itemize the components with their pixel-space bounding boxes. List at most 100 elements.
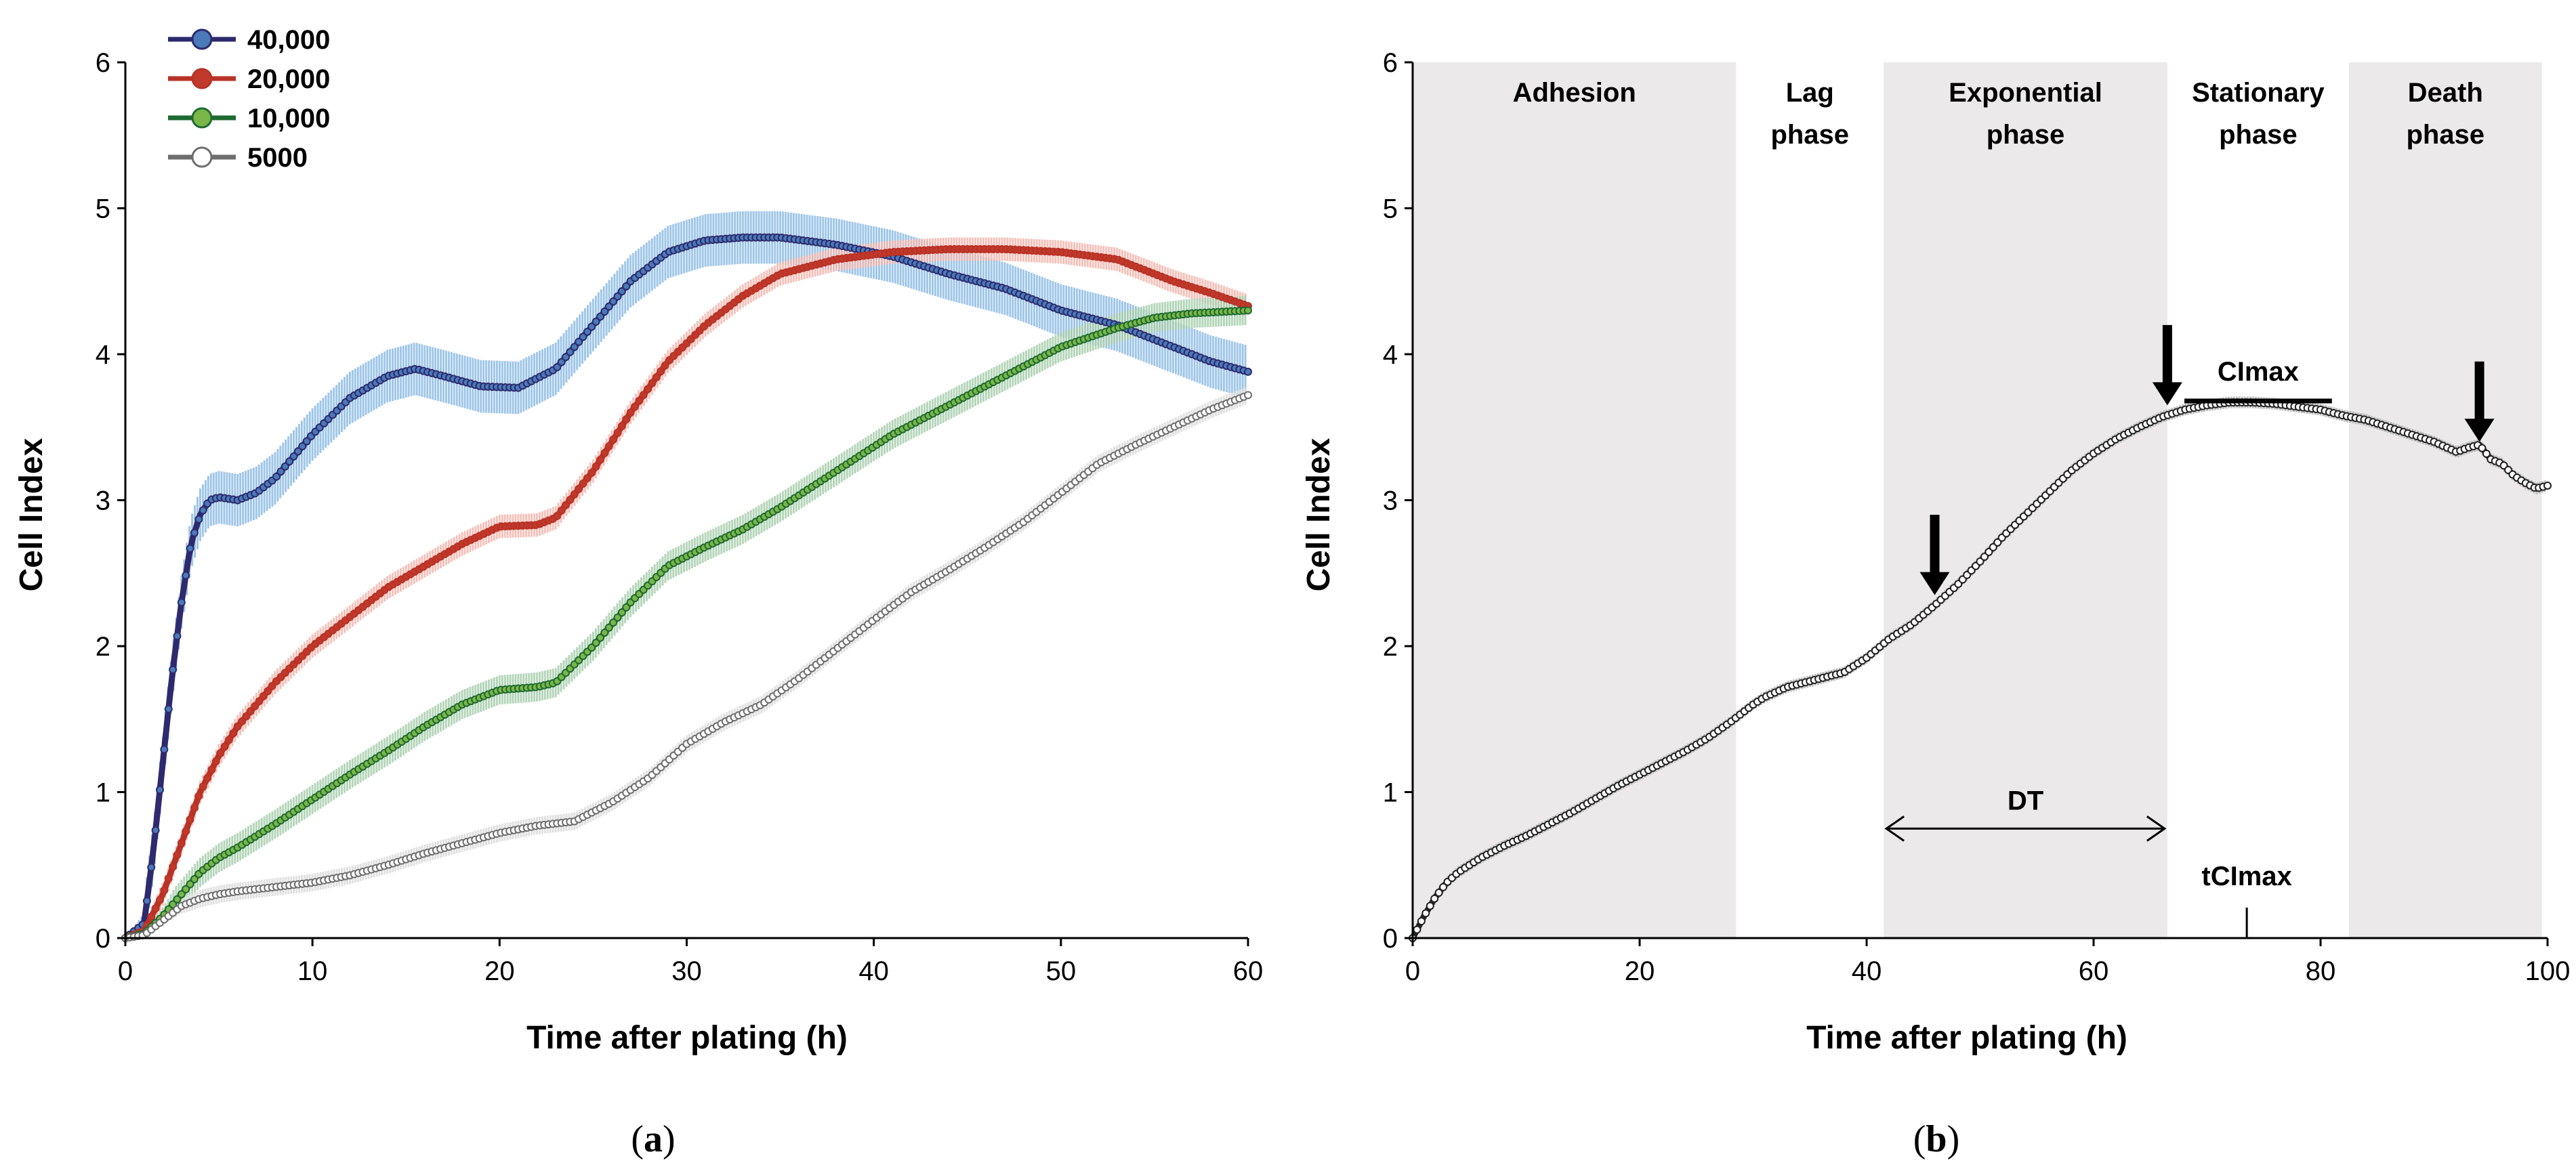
chart-a-error-bands [127, 211, 1247, 938]
phase-label-0: Adhesion [1513, 78, 1636, 108]
data-point [617, 422, 626, 431]
data-point [1421, 909, 1430, 918]
data-point [1980, 552, 1989, 561]
data-point [2543, 481, 2552, 490]
data-point [216, 749, 225, 758]
x-tick-label: 50 [1046, 956, 1077, 986]
data-point [151, 826, 160, 834]
y-tick-label: 4 [96, 340, 110, 370]
phase-region-4 [2348, 62, 2542, 938]
x-tick-label: 100 [2525, 956, 2571, 986]
data-point [639, 391, 648, 400]
data-point [609, 618, 618, 627]
data-point [604, 623, 613, 632]
y-tick-label: 2 [96, 632, 110, 662]
chart-b-annotations: CImax DT tCImax [1884, 324, 2495, 938]
x-tick-label: 60 [2079, 956, 2109, 986]
data-point [199, 506, 207, 515]
panel-label-a: (a) [631, 1118, 675, 1160]
chart-a-y-axis-title: Cell Index [14, 438, 49, 591]
data-point [652, 373, 661, 381]
legend-item-20-000: 20,000 [168, 64, 330, 94]
legend-marker [191, 107, 213, 129]
data-point [1244, 306, 1252, 315]
series-line-10-000 [124, 307, 1249, 941]
data-point [613, 429, 622, 438]
data-point [562, 353, 570, 362]
data-point [622, 603, 631, 612]
data-point [182, 827, 190, 836]
chart-panel-a: 0 1 2 3 4 5 6 0 10 20 30 40 50 60 Cell Index Time af… [14, 25, 1263, 1056]
data-point [1439, 883, 1448, 891]
y-tick-label: 3 [1383, 486, 1398, 516]
y-tick-label: 5 [1383, 194, 1398, 224]
data-point [587, 322, 596, 331]
data-point [229, 729, 238, 738]
y-tick-label: 6 [1383, 48, 1398, 78]
data-point [173, 851, 182, 860]
data-point [566, 347, 575, 356]
data-point [285, 457, 294, 466]
data-point [155, 786, 164, 794]
data-point [635, 396, 644, 405]
x-tick-label: 30 [671, 956, 702, 986]
data-point [1430, 894, 1439, 903]
data-point [259, 692, 268, 700]
data-point [293, 447, 302, 456]
data-point [553, 511, 562, 520]
chart-a-series-lines [121, 233, 1252, 942]
data-point [224, 736, 233, 744]
data-point [617, 287, 626, 296]
data-point [147, 912, 156, 921]
dt-arrow-head-right [2146, 815, 2167, 842]
chart-b-x-axis-title: Time after plating (h) [1806, 1020, 2127, 1056]
data-point [173, 895, 182, 904]
chart-b-y-axis-title: Cell Index [1301, 438, 1337, 591]
data-point [186, 544, 194, 553]
data-point [631, 402, 640, 411]
data-point [609, 435, 618, 444]
y-tick-label: 1 [1383, 778, 1398, 808]
data-point [604, 442, 613, 450]
data-point [169, 900, 178, 909]
data-point [648, 379, 657, 387]
data-point [622, 415, 631, 424]
chart-b-phase-regions: Adhesion Lag phase Exponential phase Stationa… [1413, 62, 2542, 938]
phase-label-3-line2: phase [2219, 120, 2298, 150]
data-point [177, 598, 186, 607]
data-point [617, 608, 626, 617]
event-arrow-head-0 [1919, 572, 1950, 595]
chart-a-y-ticks: 0 1 2 3 4 5 6 [96, 48, 125, 954]
data-point [251, 702, 259, 710]
phase-label-1: Lag [1786, 78, 1834, 108]
data-point [190, 874, 199, 883]
data-point [583, 327, 591, 336]
data-point [281, 462, 289, 471]
phase-label-4-line2: phase [2406, 120, 2485, 150]
legend-item-40-000: 40,000 [168, 25, 330, 55]
data-point [587, 469, 596, 478]
x-tick-label: 20 [1625, 956, 1655, 986]
y-tick-label: 0 [96, 924, 110, 954]
data-point [1976, 557, 1985, 566]
chart-b-series-line [1409, 398, 2552, 942]
data-point [1993, 538, 2002, 547]
data-point [570, 343, 579, 352]
dt-label: DT [2008, 786, 2043, 815]
data-point [1244, 391, 1252, 400]
data-point [151, 904, 160, 913]
data-point [298, 442, 307, 450]
y-tick-label: 4 [1383, 340, 1398, 370]
data-point [1989, 543, 1997, 551]
data-point [613, 613, 622, 622]
data-point [1413, 925, 1421, 934]
data-point [557, 358, 566, 366]
data-point [272, 472, 281, 481]
y-tick-label: 5 [96, 194, 110, 224]
y-tick-label: 1 [96, 778, 110, 808]
phase-region-0 [1413, 62, 1737, 938]
data-point [1434, 889, 1443, 897]
event-arrow-head-1 [2152, 382, 2182, 406]
data-point [246, 707, 255, 716]
